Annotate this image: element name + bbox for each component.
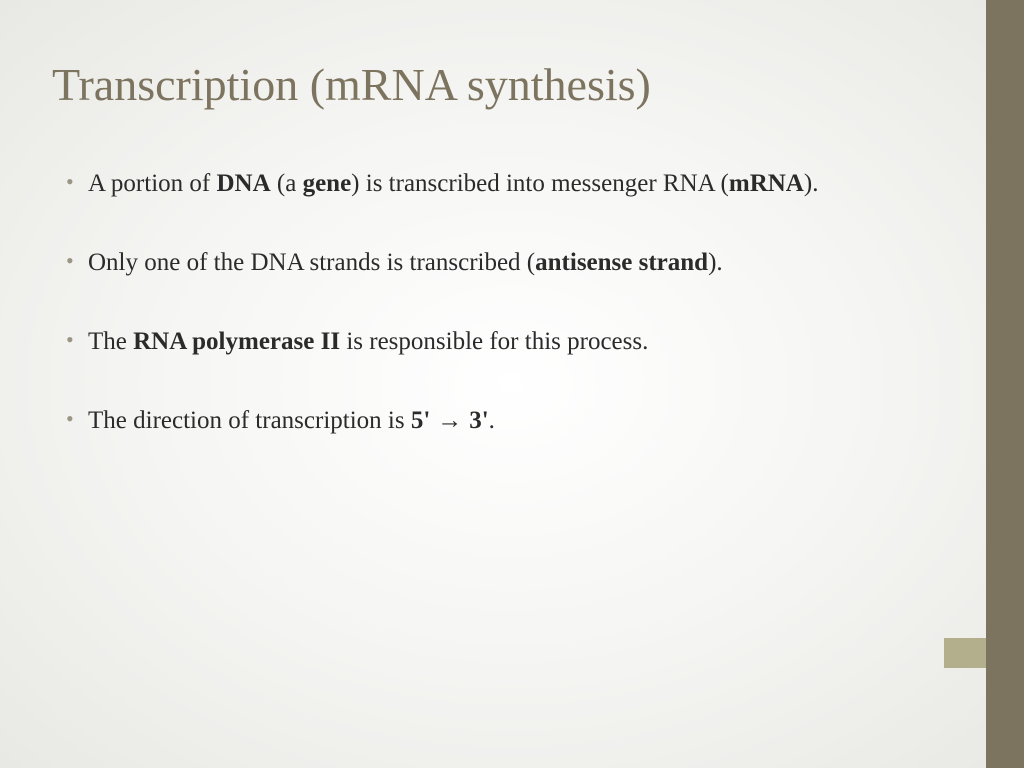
- text-segment: Only one of the DNA strands is transcrib…: [88, 249, 535, 276]
- list-item: Only one of the DNA strands is transcrib…: [66, 246, 934, 279]
- text-segment: (a: [271, 170, 303, 197]
- sidebar-accent-block: [944, 638, 986, 668]
- text-segment: .: [489, 407, 495, 434]
- slide-title: Transcription (mRNA synthesis): [52, 58, 934, 111]
- text-segment: A portion of: [88, 170, 216, 197]
- text-segment: The: [88, 328, 133, 355]
- text-bold: 5': [411, 407, 430, 434]
- list-item: The RNA polymerase II is responsible for…: [66, 325, 934, 358]
- slide-content: Transcription (mRNA synthesis) A portion…: [52, 58, 934, 483]
- text-bold: gene: [303, 170, 352, 197]
- text-bold: 3': [469, 407, 488, 434]
- arrow-icon: →: [430, 406, 469, 434]
- text-bold: RNA polymerase II: [133, 328, 340, 355]
- text-bold: DNA: [216, 170, 270, 197]
- text-segment: ).: [708, 249, 723, 276]
- text-segment: The direction of transcription is: [88, 407, 411, 434]
- sidebar-stripe: [986, 0, 1024, 768]
- text-segment: is responsible for this process.: [340, 328, 648, 355]
- list-item: A portion of DNA (a gene) is transcribed…: [66, 167, 934, 200]
- text-segment: ).: [804, 170, 819, 197]
- text-segment: ) is transcribed into messenger RNA (: [351, 170, 729, 197]
- text-bold: mRNA: [729, 170, 804, 197]
- text-bold: antisense strand: [535, 249, 708, 276]
- list-item: The direction of transcription is 5' → 3…: [66, 404, 934, 437]
- bullet-list: A portion of DNA (a gene) is transcribed…: [52, 167, 934, 437]
